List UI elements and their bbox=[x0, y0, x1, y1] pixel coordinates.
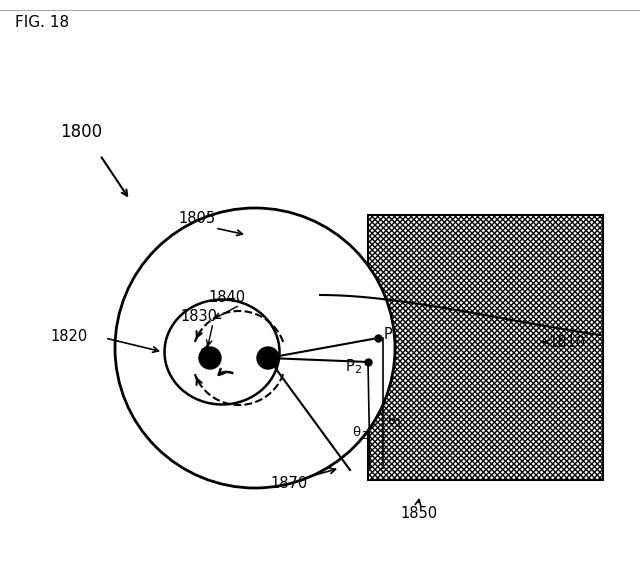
Text: P: P bbox=[384, 327, 393, 341]
Text: 1840: 1840 bbox=[208, 290, 245, 304]
Circle shape bbox=[115, 208, 395, 488]
Text: 1850: 1850 bbox=[400, 506, 437, 520]
Text: 1805: 1805 bbox=[178, 211, 215, 225]
Bar bbox=[368, 215, 603, 480]
Text: θ: θ bbox=[352, 425, 360, 438]
Circle shape bbox=[257, 347, 279, 369]
Text: 1820: 1820 bbox=[50, 328, 87, 344]
Text: 2: 2 bbox=[361, 431, 367, 441]
Text: P: P bbox=[346, 358, 355, 374]
Text: 2: 2 bbox=[354, 365, 361, 375]
Text: 1: 1 bbox=[396, 419, 402, 429]
Circle shape bbox=[199, 347, 221, 369]
Text: 1800: 1800 bbox=[60, 123, 102, 141]
Text: 1: 1 bbox=[392, 333, 399, 343]
Text: 1810: 1810 bbox=[548, 335, 585, 349]
Text: 1870: 1870 bbox=[270, 475, 307, 491]
Text: FIG. 18: FIG. 18 bbox=[15, 15, 69, 30]
Text: 1830: 1830 bbox=[180, 308, 217, 324]
Bar bbox=[368, 215, 603, 480]
Text: θ: θ bbox=[387, 414, 395, 427]
